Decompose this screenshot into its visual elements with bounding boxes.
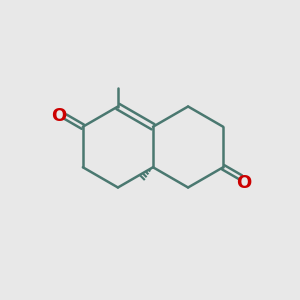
Text: O: O (52, 106, 67, 124)
Text: O: O (236, 174, 251, 192)
